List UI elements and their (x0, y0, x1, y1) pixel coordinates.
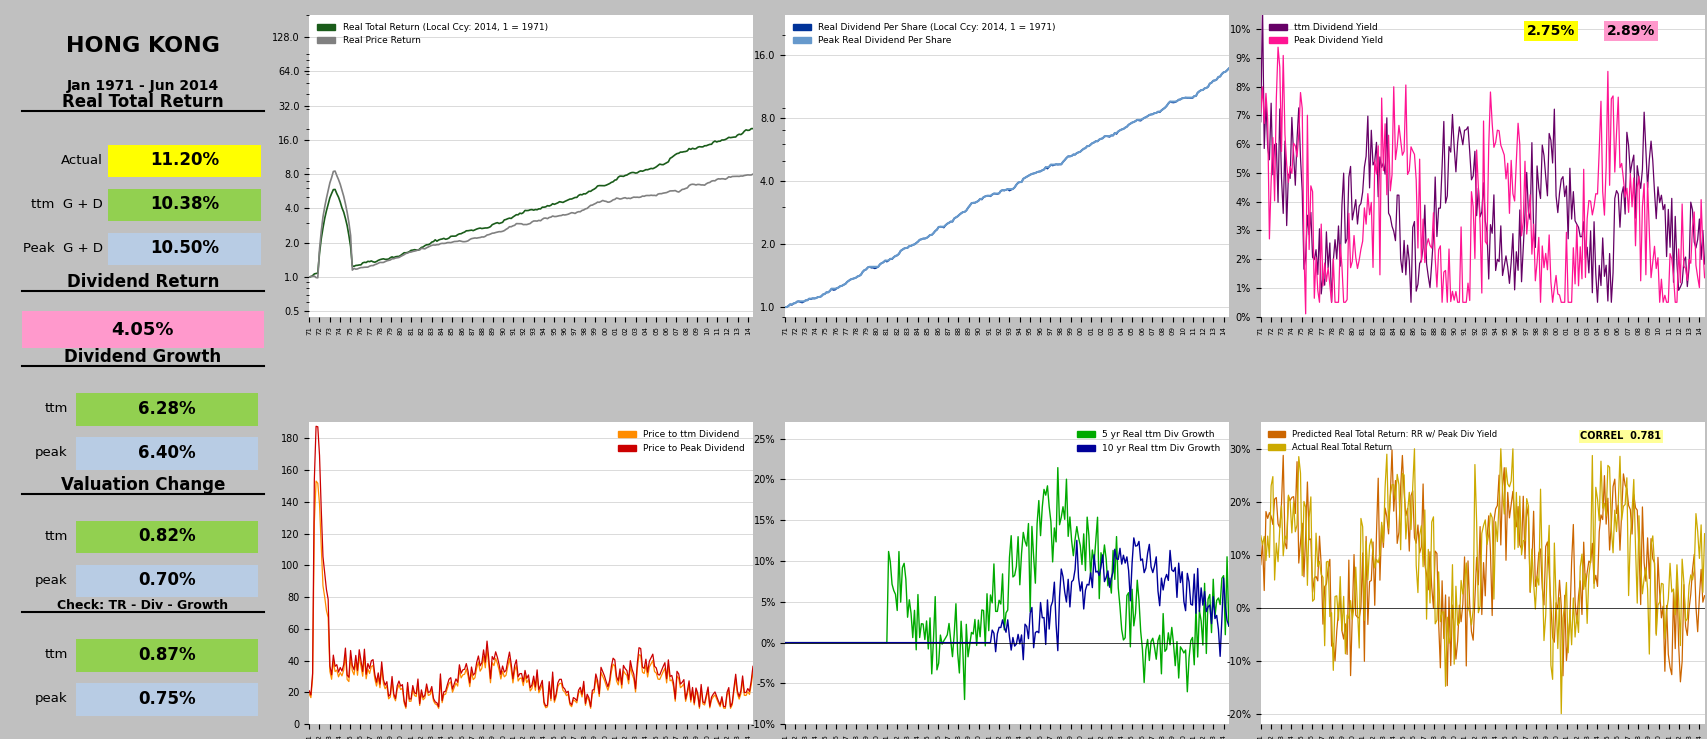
Legend: Price to ttm Dividend, Price to Peak Dividend: Price to ttm Dividend, Price to Peak Div… (615, 427, 748, 457)
Text: 10.50%: 10.50% (150, 239, 218, 257)
Text: 4.05%: 4.05% (111, 321, 174, 338)
Text: Dividend Growth: Dividend Growth (65, 348, 222, 366)
Text: peak: peak (34, 573, 68, 587)
Text: 2.75%: 2.75% (1526, 24, 1574, 38)
FancyBboxPatch shape (108, 145, 261, 177)
Text: ttm  G + D: ttm G + D (31, 198, 102, 211)
FancyBboxPatch shape (75, 520, 258, 554)
Legend: ttm Dividend Yield, Peak Dividend Yield: ttm Dividend Yield, Peak Dividend Yield (1265, 19, 1386, 49)
Text: ttm: ttm (44, 402, 68, 415)
Text: HONG KONG: HONG KONG (67, 36, 220, 56)
Text: CORREL  0.781: CORREL 0.781 (1579, 432, 1661, 441)
Text: 6.40%: 6.40% (138, 443, 196, 461)
Text: ttm: ttm (44, 530, 68, 542)
Text: Check: TR - Div - Growth: Check: TR - Div - Growth (58, 599, 229, 612)
Legend: Real Dividend Per Share (Local Ccy: 2014, 1 = 1971), Peak Real Dividend Per Shar: Real Dividend Per Share (Local Ccy: 2014… (789, 19, 1058, 49)
Text: ttm: ttm (44, 648, 68, 661)
Text: Actual: Actual (61, 154, 102, 167)
Text: Jan 1971 - Jun 2014: Jan 1971 - Jun 2014 (67, 78, 218, 92)
Legend: Real Total Return (Local Ccy: 2014, 1 = 1971), Real Price Return: Real Total Return (Local Ccy: 2014, 1 = … (314, 19, 551, 49)
Text: peak: peak (34, 446, 68, 459)
FancyBboxPatch shape (22, 310, 263, 348)
FancyBboxPatch shape (75, 683, 258, 715)
Text: peak: peak (34, 692, 68, 705)
Text: 6.28%: 6.28% (138, 400, 196, 418)
FancyBboxPatch shape (108, 188, 261, 221)
Text: Dividend Return: Dividend Return (67, 273, 218, 291)
FancyBboxPatch shape (75, 393, 258, 426)
Legend: 5 yr Real ttm Div Growth, 10 yr Real ttm Div Growth: 5 yr Real ttm Div Growth, 10 yr Real ttm… (1074, 427, 1224, 457)
Text: Peak  G + D: Peak G + D (22, 242, 102, 255)
Text: 0.70%: 0.70% (138, 571, 196, 589)
FancyBboxPatch shape (108, 233, 261, 265)
Text: 10.38%: 10.38% (150, 195, 218, 213)
Text: 11.20%: 11.20% (150, 151, 218, 169)
FancyBboxPatch shape (75, 565, 258, 597)
Legend: Predicted Real Total Return: RR w/ Peak Div Yield, Actual Real Total Return: Predicted Real Total Return: RR w/ Peak … (1265, 426, 1499, 455)
Text: Valuation Change: Valuation Change (61, 476, 225, 494)
FancyBboxPatch shape (75, 639, 258, 672)
Text: 2.89%: 2.89% (1606, 24, 1654, 38)
FancyBboxPatch shape (75, 437, 258, 469)
Text: Real Total Return: Real Total Return (61, 92, 224, 111)
Text: 0.82%: 0.82% (138, 527, 196, 545)
Text: 0.75%: 0.75% (138, 689, 196, 708)
Text: 0.87%: 0.87% (138, 646, 196, 664)
